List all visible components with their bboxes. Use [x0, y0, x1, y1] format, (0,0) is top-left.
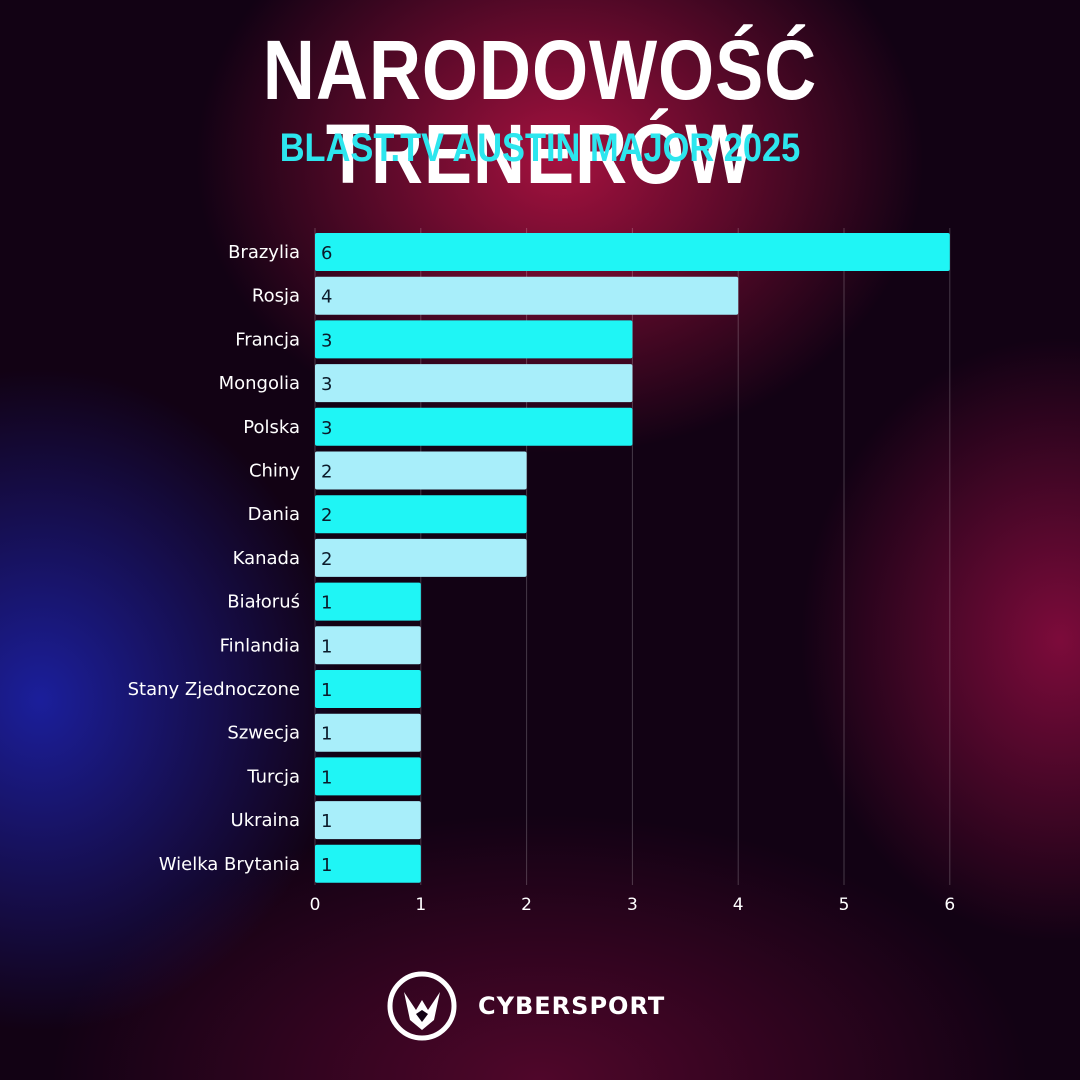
- x-tick-label: 1: [415, 895, 426, 915]
- x-axis-ticks: 0 1 2 3 4 5 6: [310, 895, 956, 915]
- data-label: 3: [321, 374, 332, 395]
- category-label: Francja: [235, 329, 300, 350]
- category-label: Szwecja: [227, 723, 300, 744]
- bars: [315, 233, 950, 883]
- category-label: Kanada: [233, 548, 300, 569]
- bar: [315, 801, 421, 840]
- category-label: Brazylia: [228, 242, 300, 263]
- bar: [315, 276, 739, 315]
- data-label: 3: [321, 330, 332, 351]
- bar: [315, 844, 421, 883]
- category-label: Finlandia: [220, 635, 300, 656]
- category-label: Wielka Brytania: [159, 854, 300, 875]
- brand-name: CYBERSPORT: [478, 992, 666, 1020]
- bar: [315, 538, 527, 577]
- data-label: 6: [321, 243, 332, 264]
- data-label: 3: [321, 418, 332, 439]
- x-tick-label: 4: [733, 895, 744, 915]
- x-tick-label: 2: [521, 895, 532, 915]
- data-label: 4: [321, 287, 332, 308]
- category-label: Rosja: [252, 286, 300, 307]
- data-label: 1: [321, 724, 332, 745]
- x-tick-label: 3: [627, 895, 638, 915]
- data-label: 1: [321, 680, 332, 701]
- x-tick-label: 0: [310, 895, 321, 915]
- chart-subtitle: BLAST.TV AUSTIN MAJOR 2025: [279, 126, 801, 170]
- bar: [315, 364, 633, 403]
- chart-title: NARODOWOŚĆ TRENERÓW: [262, 23, 818, 201]
- data-label: 1: [321, 855, 332, 876]
- bar: [315, 670, 421, 708]
- bar: [315, 626, 421, 665]
- category-label: Białoruś: [227, 592, 300, 613]
- category-label: Chiny: [249, 461, 300, 482]
- data-label: 2: [321, 505, 332, 526]
- category-label: Ukraina: [231, 810, 300, 831]
- category-label: Stany Zjednoczone: [128, 679, 300, 700]
- data-label: 1: [321, 593, 332, 614]
- category-label: Polska: [243, 417, 300, 438]
- bar: [315, 582, 421, 621]
- category-label: Turcja: [246, 766, 300, 787]
- cybersport-logo: CYBERSPORT: [386, 970, 665, 1042]
- bar: [315, 757, 421, 796]
- bar: [315, 451, 527, 490]
- data-labels: 6 4 3 3 3 2 2 2 1 1 1 1 1 1 1: [321, 243, 332, 876]
- data-label: 1: [321, 811, 332, 832]
- data-label: 1: [321, 767, 332, 788]
- category-label: Mongolia: [219, 373, 300, 394]
- category-labels: Brazylia Rosja Francja Mongolia Polska Chiny D…: [128, 242, 301, 875]
- category-label: Dania: [248, 504, 300, 525]
- data-label: 2: [321, 549, 332, 570]
- data-label: 2: [321, 462, 332, 483]
- x-tick-label: 6: [944, 895, 955, 915]
- data-label: 1: [321, 636, 332, 657]
- cybersport-logo-icon: [387, 971, 457, 1041]
- bar: [315, 407, 633, 446]
- bar: [315, 495, 527, 534]
- bar: [315, 713, 421, 752]
- x-tick-label: 5: [839, 895, 850, 915]
- bar: [315, 233, 950, 271]
- bar: [315, 320, 633, 359]
